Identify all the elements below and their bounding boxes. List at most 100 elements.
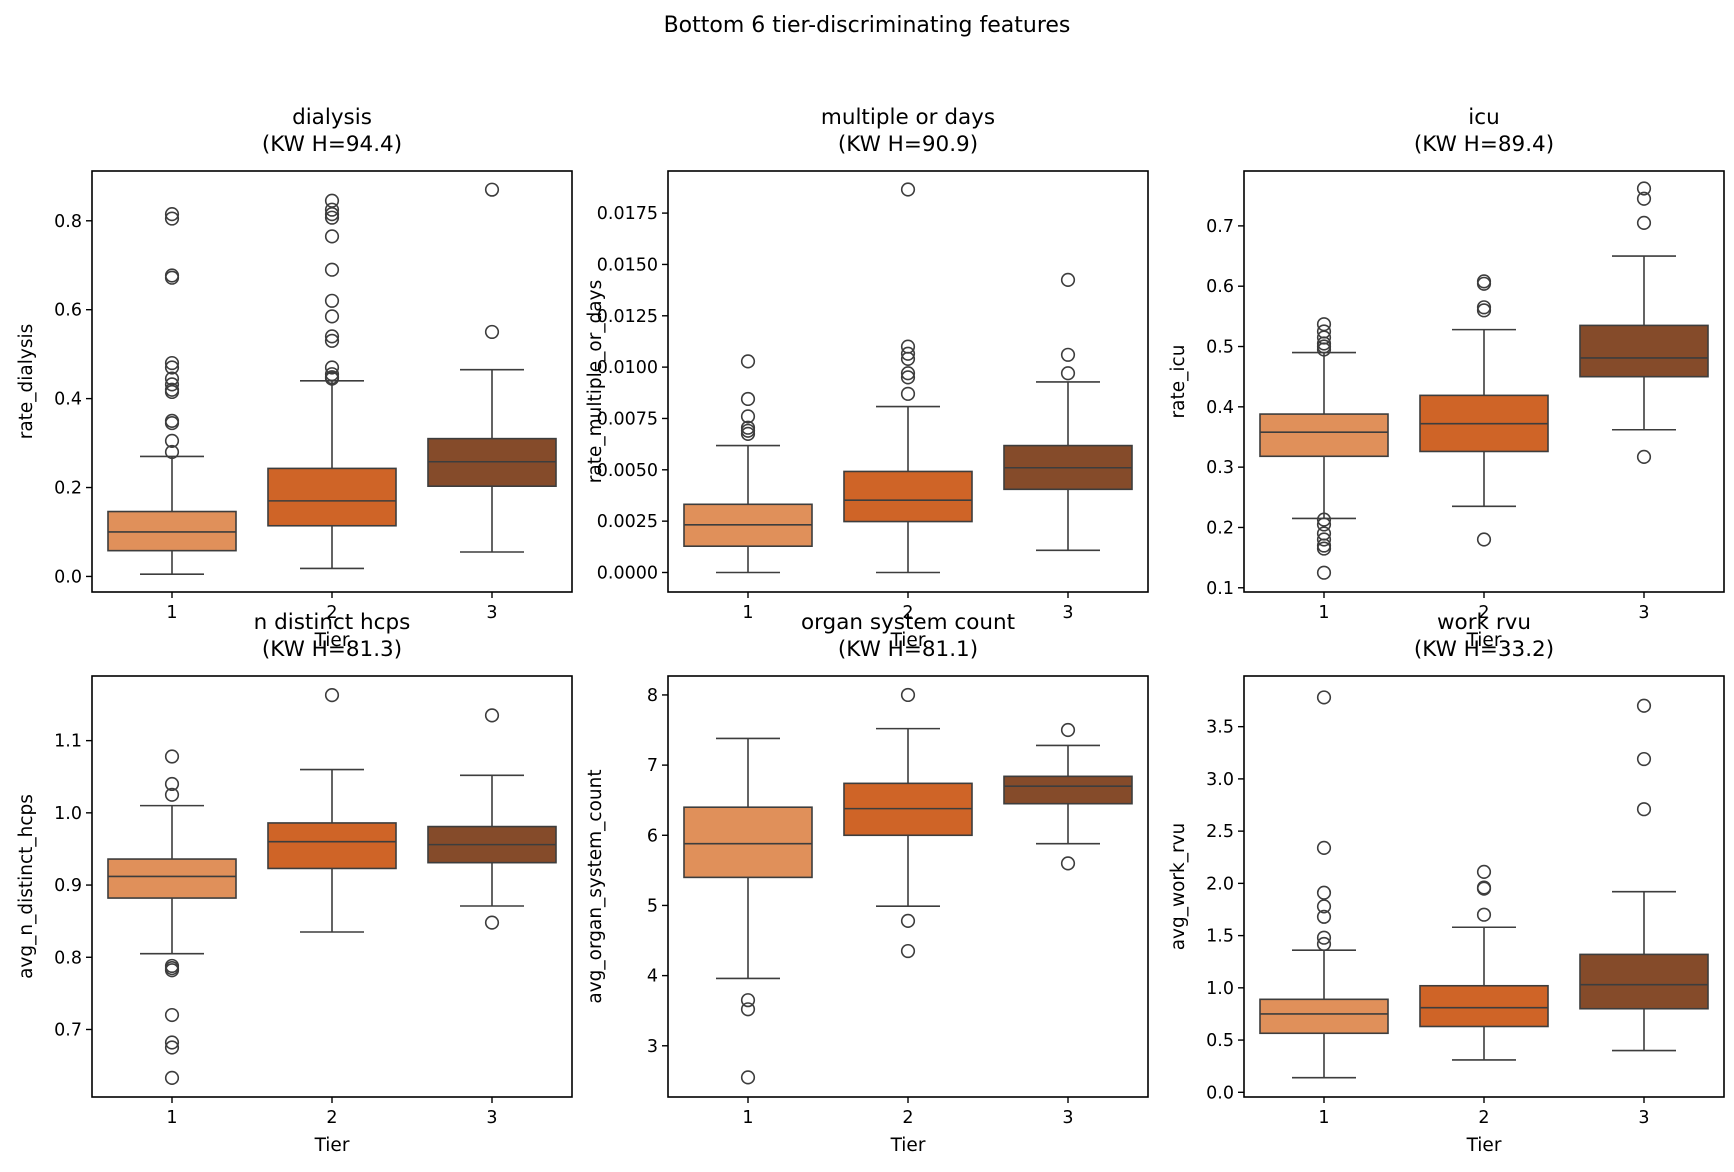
outlier-point bbox=[324, 333, 340, 348]
subplot-title: dialysis bbox=[292, 105, 372, 130]
y-tick-label: 0.6 bbox=[1206, 277, 1234, 297]
outlier-point bbox=[484, 182, 500, 197]
y-axis-label: avg_organ_system_count bbox=[585, 769, 606, 1003]
outlier-point bbox=[1636, 181, 1652, 196]
outlier-point bbox=[324, 210, 340, 225]
outlier-point bbox=[900, 913, 916, 928]
box-tier-3 bbox=[1579, 181, 1709, 464]
outlier-point bbox=[164, 355, 180, 371]
y-tick-label: 0.9 bbox=[54, 876, 82, 896]
outlier-point bbox=[740, 1002, 756, 1017]
y-tick-label: 8 bbox=[647, 686, 658, 706]
outlier-point bbox=[1476, 276, 1492, 291]
y-tick-label: 0.0075 bbox=[597, 409, 658, 429]
subplot-title: multiple or days bbox=[821, 105, 995, 130]
subplot-5: organ system count(KW H=81.1) 3 4 5 6 7 8 1 2 3 Ti… bbox=[585, 610, 1149, 1156]
outlier-point bbox=[1316, 885, 1332, 900]
y-tick-label: 0.8 bbox=[54, 212, 82, 232]
y-tick-label: 7 bbox=[647, 756, 658, 776]
outlier-point bbox=[164, 415, 180, 431]
x-tick-label: 2 bbox=[1478, 603, 1489, 623]
outlier-point bbox=[1316, 930, 1332, 945]
outlier-point bbox=[740, 426, 756, 441]
y-axis-label: rate_dialysis bbox=[16, 324, 37, 440]
iqr-box bbox=[267, 822, 397, 870]
y-tick-label: 0.5 bbox=[1206, 1031, 1234, 1051]
y-axis-label: rate_multiple_or_days bbox=[585, 280, 606, 483]
y-tick-label: 6 bbox=[647, 826, 658, 846]
outlier-point bbox=[324, 309, 340, 324]
outlier-point bbox=[1636, 191, 1652, 206]
y-tick-label: 0.5 bbox=[1206, 338, 1234, 358]
outlier-point bbox=[164, 207, 180, 222]
x-axis-label: Tier bbox=[1466, 1135, 1502, 1156]
outlier-point bbox=[900, 366, 916, 381]
outlier-point bbox=[740, 354, 756, 369]
box-tier-2 bbox=[267, 193, 397, 570]
y-tick-label: 0.4 bbox=[1206, 398, 1234, 418]
y-tick-label: 0.4 bbox=[54, 390, 82, 410]
y-tick-label: 0.8 bbox=[54, 948, 82, 968]
iqr-box bbox=[1259, 413, 1389, 458]
y-tick-label: 2.5 bbox=[1206, 822, 1234, 842]
iqr-box bbox=[1579, 953, 1709, 1010]
y-tick-label: 0.0 bbox=[1206, 1083, 1234, 1103]
x-tick-label: 3 bbox=[1062, 603, 1073, 623]
outlier-point bbox=[1060, 347, 1076, 362]
y-tick-label: 0.7 bbox=[54, 1020, 82, 1040]
outlier-point bbox=[164, 270, 180, 285]
outlier-point bbox=[324, 207, 340, 222]
subplot-title: organ system count bbox=[801, 610, 1015, 635]
outlier-point bbox=[164, 749, 180, 764]
x-tick-label: 3 bbox=[1062, 1108, 1073, 1128]
y-tick-label: 3 bbox=[647, 1037, 658, 1057]
box-tier-1 bbox=[107, 749, 237, 1085]
outlier-point bbox=[900, 370, 916, 385]
outlier-point bbox=[1316, 690, 1332, 705]
outlier-point bbox=[1316, 517, 1332, 532]
outlier-point bbox=[324, 371, 340, 386]
outlier-point bbox=[324, 329, 340, 344]
box-tier-2 bbox=[1419, 864, 1549, 1061]
box-tier-2 bbox=[843, 182, 973, 574]
outlier-point bbox=[1316, 532, 1332, 547]
iqr-box bbox=[843, 470, 973, 523]
outlier-point bbox=[164, 444, 180, 460]
outlier-point bbox=[1316, 936, 1332, 952]
x-axis-label: Tier bbox=[890, 630, 926, 651]
iqr-box bbox=[107, 858, 237, 899]
subplot-title: icu bbox=[1468, 105, 1499, 130]
outlier-point bbox=[1476, 864, 1492, 879]
y-axis-label: avg_work_rvu bbox=[1168, 823, 1189, 951]
outlier-point bbox=[1060, 366, 1076, 381]
box-tier-3 bbox=[1003, 272, 1133, 552]
outlier-point bbox=[1476, 303, 1492, 318]
y-tick-label: 1.5 bbox=[1206, 927, 1234, 947]
y-tick-label: 0.0050 bbox=[597, 461, 658, 481]
outlier-point bbox=[324, 360, 340, 375]
outlier-point bbox=[900, 351, 916, 367]
box-tier-3 bbox=[427, 708, 557, 930]
outlier-point bbox=[164, 776, 180, 792]
outlier-point bbox=[1476, 881, 1492, 896]
outlier-point bbox=[324, 262, 340, 277]
subplot-title: work rvu bbox=[1437, 610, 1531, 635]
outlier-point bbox=[740, 993, 756, 1008]
x-tick-label: 2 bbox=[326, 603, 337, 623]
outlier-point bbox=[324, 688, 340, 703]
box-tier-1 bbox=[683, 737, 813, 1085]
x-axis-label: Tier bbox=[314, 630, 350, 651]
box-tier-1 bbox=[107, 207, 237, 576]
outlier-point bbox=[740, 409, 756, 424]
outlier-point bbox=[164, 1007, 180, 1023]
iqr-box bbox=[1419, 984, 1549, 1028]
outlier-point bbox=[164, 787, 180, 802]
y-tick-label: 0.2 bbox=[1206, 518, 1234, 538]
y-tick-label: 0.0000 bbox=[597, 563, 658, 583]
outlier-point bbox=[1636, 698, 1652, 713]
y-tick-label: 3.5 bbox=[1206, 718, 1234, 738]
y-tick-label: 1.0 bbox=[54, 804, 82, 824]
y-tick-label: 1.0 bbox=[1206, 979, 1234, 999]
